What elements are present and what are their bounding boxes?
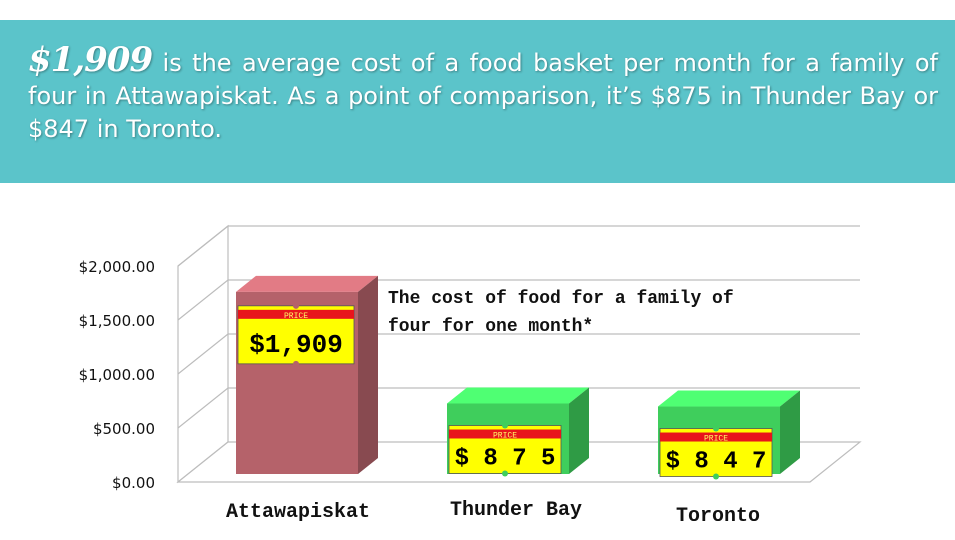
gridline <box>177 225 860 267</box>
bar-toronto: PRICE $ 8 4 7 <box>658 390 800 480</box>
bar-top <box>658 390 800 407</box>
price-tag-band <box>660 432 772 442</box>
price-tag-band <box>449 429 561 439</box>
x-category-label: Thunder Bay <box>450 499 582 522</box>
gridline <box>177 333 860 375</box>
y-axis: $0.00 $500.00 $1,000.00 $1,500.00 $2,000.00 <box>79 258 155 492</box>
header-banner <box>0 20 955 183</box>
headline-highlight: $1,909 <box>28 40 153 80</box>
price-tag-label: PRICE <box>704 435 728 444</box>
bar-thunder-bay: PRICE $ 8 7 5 <box>447 387 589 477</box>
price-tag-notch <box>713 425 719 432</box>
price-tag-value: $1,909 <box>249 330 343 360</box>
bar-side <box>358 275 378 474</box>
price-tag-notch <box>293 302 299 309</box>
headline-text: is the average cost of a food basket per… <box>28 49 938 143</box>
price-tag-label: PRICE <box>284 312 308 321</box>
y-tick-label: $1,500.00 <box>79 312 155 330</box>
price-tag-band <box>238 309 354 319</box>
bar-attawapiskat: PRICE $1,909 <box>236 275 378 540</box>
annotation-line: four for one month* <box>388 317 593 337</box>
price-tag-notch <box>293 360 299 367</box>
bar-side <box>780 390 800 474</box>
bar-side <box>569 387 589 474</box>
x-axis: Attawapiskat Thunder Bay Toronto <box>226 499 760 528</box>
price-tag-value: $ 8 7 5 <box>455 446 556 473</box>
annotation-line: The cost of food for a family of <box>388 289 734 309</box>
price-tag-notch <box>502 470 508 477</box>
price-tag-value: $ 8 4 7 <box>666 449 767 476</box>
x-category-label: Toronto <box>676 505 760 528</box>
y-tick-label: $2,000.00 <box>79 258 155 276</box>
x-category-label: Attawapiskat <box>226 501 370 524</box>
headline: $1,909 is the average cost of a food bas… <box>28 43 938 146</box>
y-tick-label: $0.00 <box>112 474 155 492</box>
shopping-cart-icon <box>252 495 353 540</box>
annotation: The cost of food for a family of four for… <box>388 289 734 337</box>
price-tag-notch <box>713 473 719 480</box>
gridline <box>177 387 860 429</box>
bar-top <box>447 387 589 404</box>
y-tick-label: $1,000.00 <box>79 366 155 384</box>
bars: PRICE $1,909 PRICE $ 8 7 5 PRICE $ 8 4 7 <box>236 275 800 540</box>
price-tag-notch <box>502 422 508 429</box>
bar-top <box>236 275 378 292</box>
gridline <box>177 279 860 321</box>
price-tag-label: PRICE <box>493 432 517 441</box>
y-tick-label: $500.00 <box>93 420 155 438</box>
